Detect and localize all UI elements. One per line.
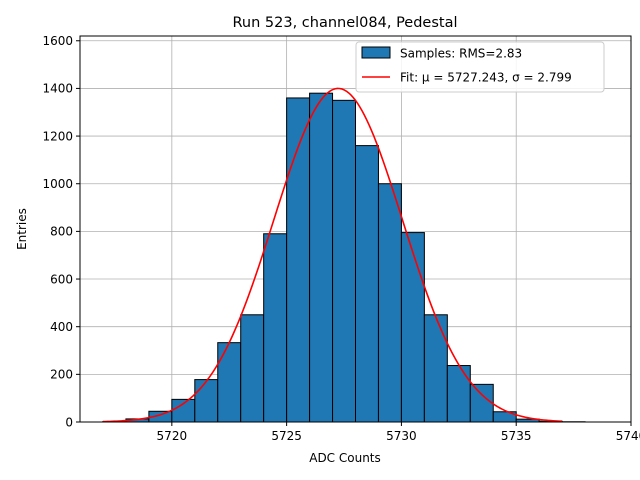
x-tick-label: 5735 — [501, 429, 532, 443]
axes-frame — [79, 35, 632, 423]
y-axis-ticks: 0 200 400 600 800 1000 1200 1400 1600 — [42, 34, 80, 429]
fit-curve — [102, 87, 563, 423]
y-axis-label: Entries — [15, 208, 29, 250]
histogram-bar — [217, 342, 242, 423]
histogram-bar — [446, 365, 471, 423]
histogram-bar — [377, 183, 402, 423]
histogram-bar — [423, 314, 448, 423]
legend-fit-label: Fit: μ = 5727.243, σ = 2.799 — [400, 71, 572, 85]
histogram-bar — [240, 314, 265, 423]
histogram-bar — [355, 145, 379, 423]
chart-title: Run 523, channel084, Pedestal — [232, 15, 457, 31]
y-tick-label: 0 — [65, 415, 73, 429]
histogram-bar — [469, 383, 494, 423]
histogram-bars — [102, 92, 586, 423]
x-tick-label: 5725 — [271, 429, 302, 443]
legend: Samples: RMS=2.83 Fit: μ = 5727.243, σ =… — [355, 41, 605, 93]
x-tick-label: 5720 — [157, 429, 188, 443]
legend-histogram-label: Samples: RMS=2.83 — [400, 47, 522, 61]
histogram-bar — [263, 233, 288, 423]
histogram-bar — [309, 92, 334, 423]
histogram-bar — [400, 232, 425, 423]
legend-histogram-swatch — [361, 46, 391, 59]
fit-curve-layer — [102, 87, 563, 423]
histogram-bar — [194, 379, 219, 423]
y-tick-label: 1000 — [42, 177, 73, 191]
legend-box — [355, 41, 605, 93]
histogram-bar — [332, 99, 356, 423]
y-tick-label: 800 — [50, 225, 73, 239]
y-tick-label: 200 — [50, 368, 73, 382]
x-axis-label: ADC Counts — [309, 451, 381, 465]
y-tick-label: 1200 — [42, 129, 73, 143]
y-tick-label: 600 — [50, 272, 73, 286]
y-tick-label: 400 — [50, 320, 73, 334]
y-tick-label: 1400 — [42, 82, 73, 96]
y-tick-label: 1600 — [42, 34, 73, 48]
x-tick-label: 5730 — [386, 429, 417, 443]
